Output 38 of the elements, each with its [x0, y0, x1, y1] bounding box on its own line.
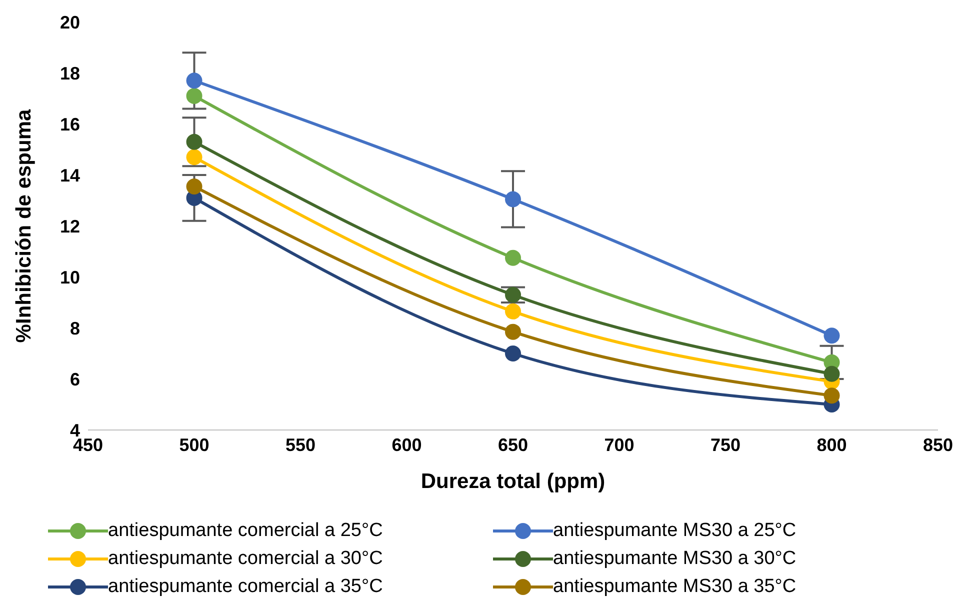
y-tick-label: 18: [60, 63, 80, 84]
point: [186, 88, 202, 104]
x-axis-title: Dureza total (ppm): [420, 470, 606, 493]
legend-label: antiespumante MS30 a 25°C: [553, 520, 796, 542]
point: [505, 324, 521, 340]
legend-label: antiespumante MS30 a 35°C: [553, 576, 796, 598]
y-tick-label: 14: [60, 165, 80, 186]
point: [505, 303, 521, 320]
y-tick-label: 16: [60, 114, 80, 134]
point: [186, 134, 202, 150]
point: [186, 72, 202, 89]
x-tick-label: 550: [285, 434, 316, 455]
legend-label: antiespumante comercial a 30°C: [108, 548, 383, 570]
point: [186, 149, 202, 166]
y-tick-label: 10: [60, 267, 80, 288]
x-tick-label: 650: [498, 434, 528, 455]
legend-label: antiespumante comercial a 35°C: [108, 576, 383, 598]
y-tick-label: 6: [70, 369, 80, 390]
point: [505, 250, 521, 266]
point: [824, 366, 840, 382]
y-tick-label: 20: [60, 12, 80, 32]
point: [505, 286, 521, 303]
x-tick-label: 850: [922, 434, 954, 455]
x-tick-label: 750: [710, 434, 741, 455]
x-tick-label: 700: [604, 434, 634, 455]
legend-label: antiespumante comercial a 25°C: [108, 520, 383, 542]
y-axis-title: %Inhibición de espuma: [12, 109, 36, 343]
legend-label: antiespumante MS30 a 30°C: [553, 548, 796, 570]
point: [824, 388, 840, 404]
y-tick-label: 12: [60, 216, 80, 236]
point: [505, 191, 521, 208]
x-tick-label: 500: [179, 434, 210, 455]
point: [824, 328, 840, 344]
x-tick-label: 800: [816, 434, 847, 455]
point: [186, 178, 202, 194]
x-tick-label: 600: [392, 434, 422, 455]
y-tick-label: 8: [70, 318, 80, 338]
point: [505, 346, 521, 362]
